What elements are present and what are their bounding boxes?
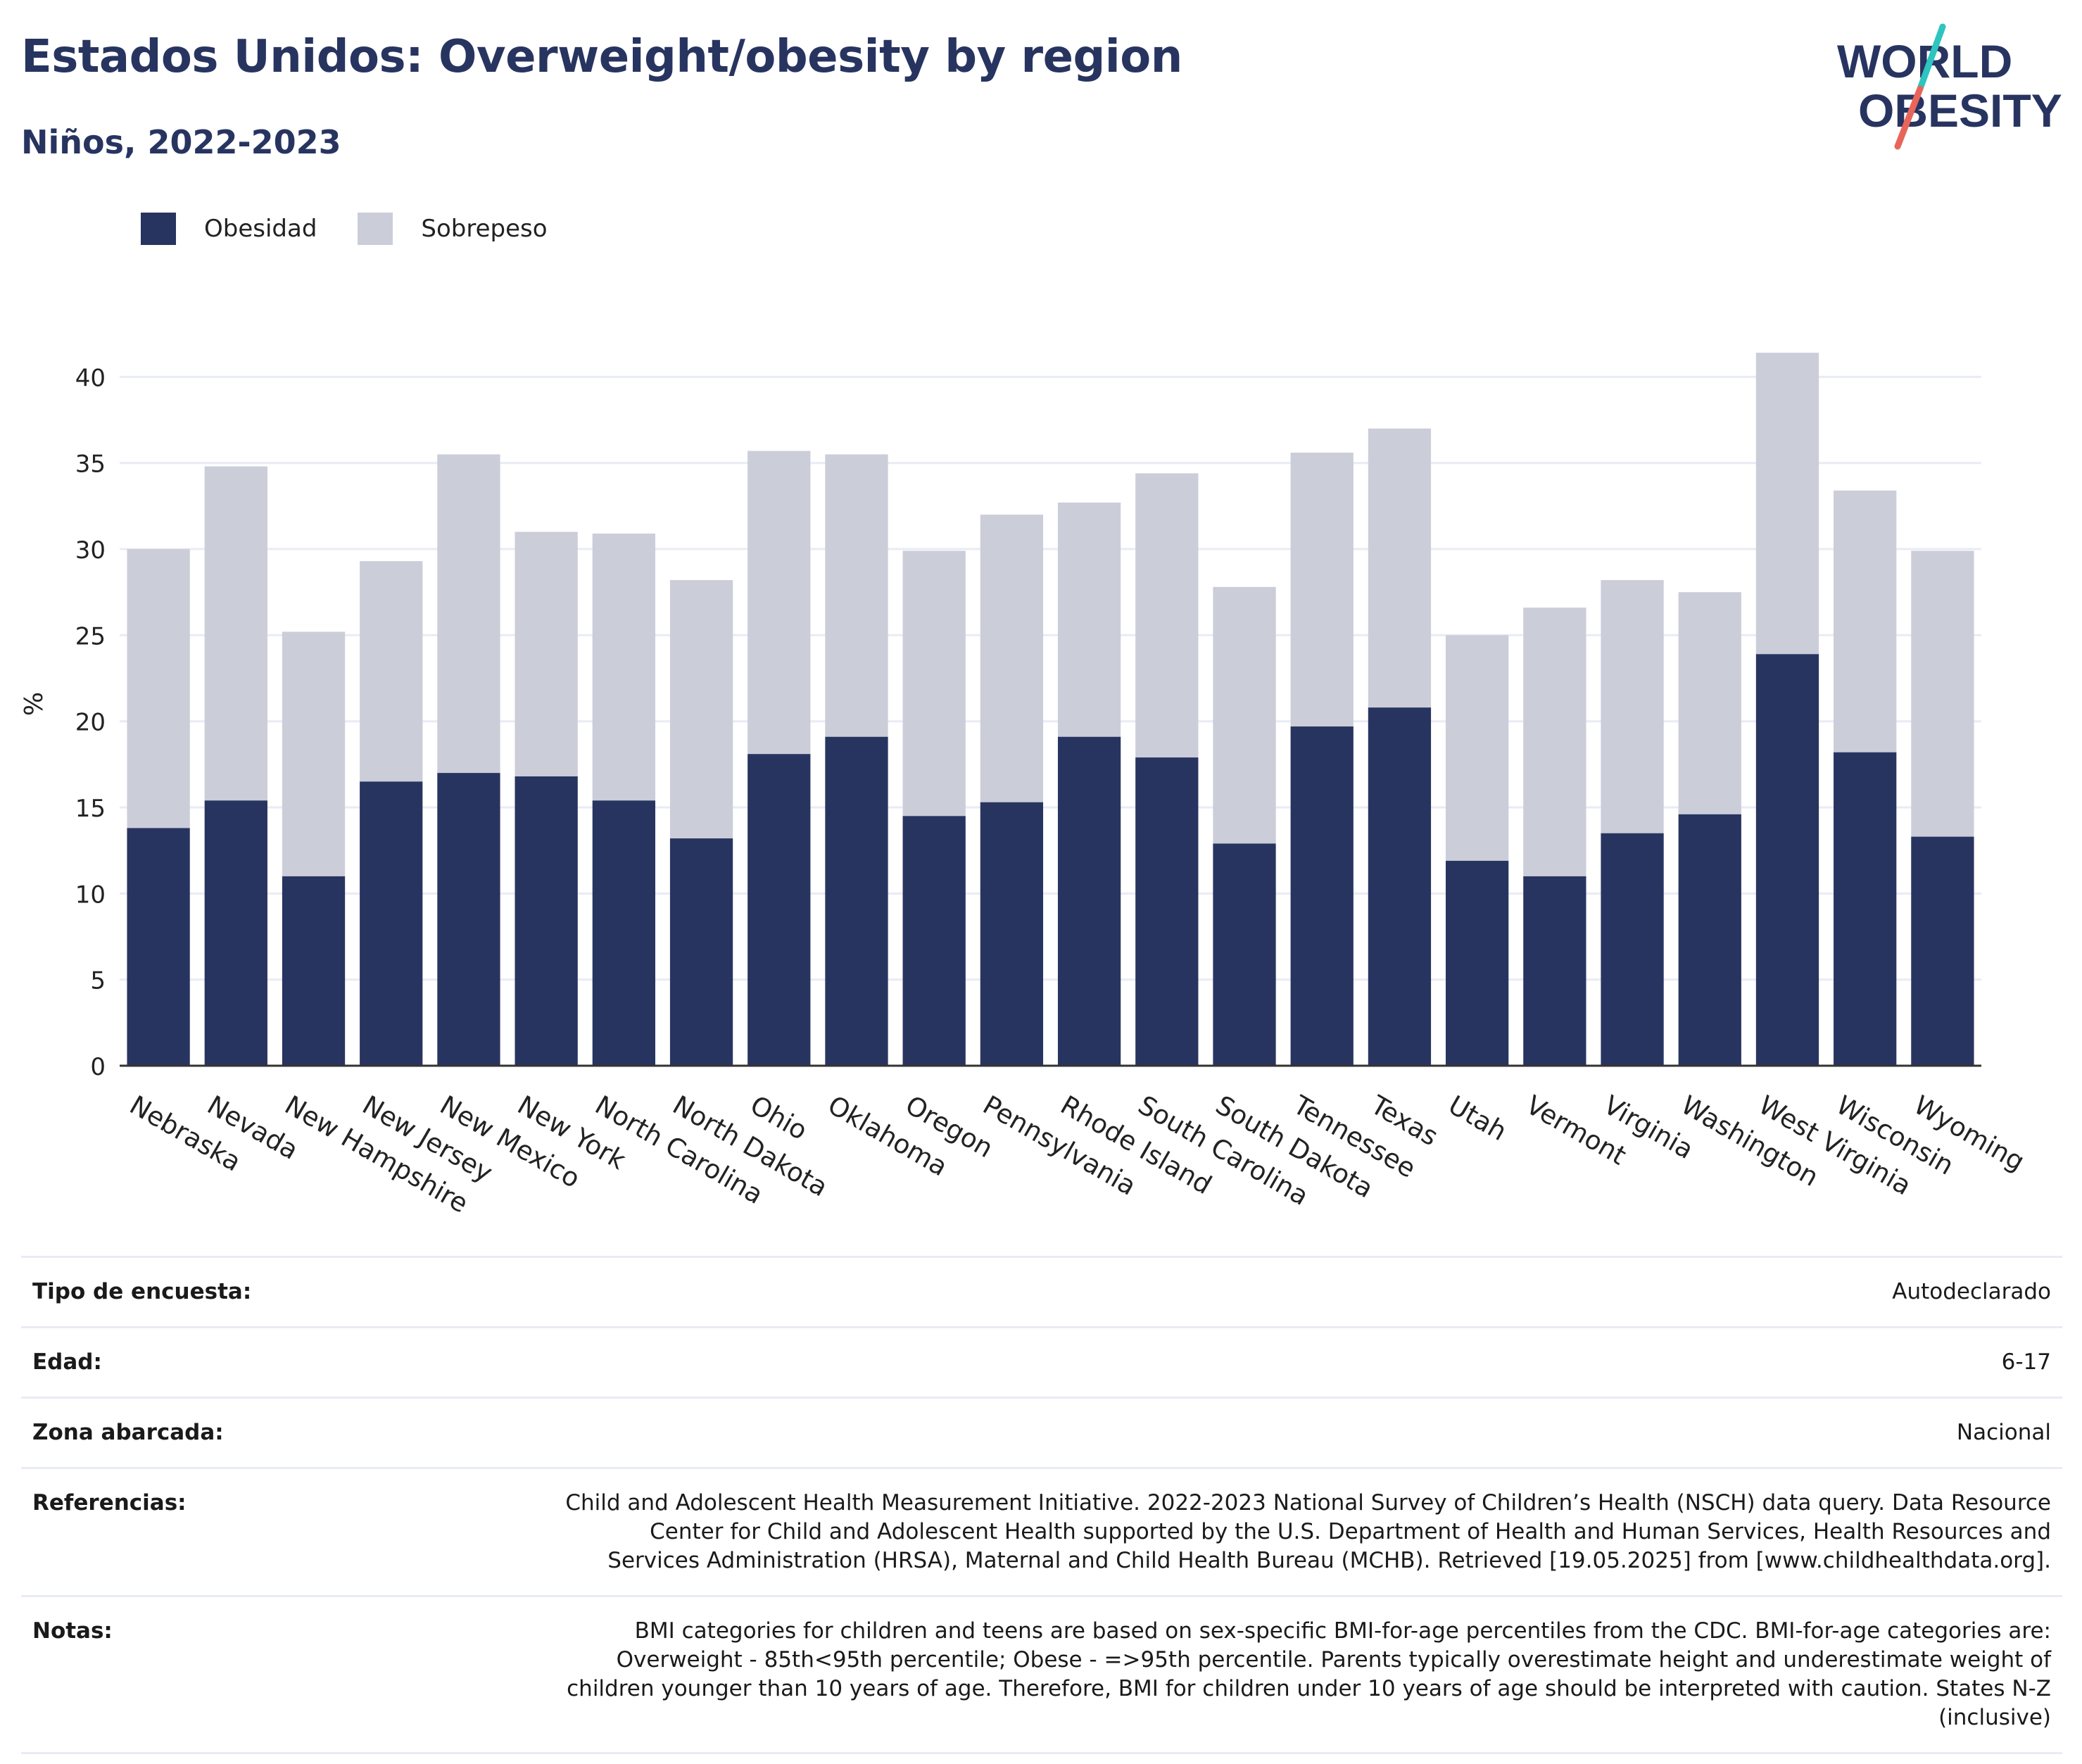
bar-overweight <box>1213 586 1276 844</box>
metadata-key: Referencias: <box>32 1490 187 1516</box>
bar-overweight <box>1523 607 1586 876</box>
x-tick-label: Utah <box>1444 1090 1512 1147</box>
y-tick-label: 30 <box>75 536 106 565</box>
bar-obesity <box>902 816 966 1066</box>
bar-overweight <box>1834 490 1897 752</box>
bar-obesity <box>1911 836 1974 1066</box>
bar-obesity <box>1290 726 1354 1066</box>
y-axis-label: % <box>20 692 49 716</box>
metadata-row: Referencias: Child and Adolescent Health … <box>21 1467 2062 1595</box>
bar-overweight <box>282 631 346 876</box>
logo-line-2: OBESITY <box>1858 84 2062 137</box>
bar-obesity <box>825 736 888 1066</box>
legend-item-obesity: Obesidad <box>141 213 317 245</box>
bar-obesity <box>1523 876 1586 1066</box>
bar-obesity <box>592 800 655 1066</box>
metadata-key: Tipo de encuesta: <box>32 1279 252 1304</box>
bar-overweight <box>669 580 733 839</box>
y-tick-label: 0 <box>90 1053 106 1081</box>
bar-obesity <box>1678 814 1741 1066</box>
bar-overweight <box>127 549 190 829</box>
bar-overweight <box>1446 635 1509 861</box>
bar-overweight <box>1678 592 1741 814</box>
metadata-row: Zona abarcada: Nacional <box>21 1397 2062 1467</box>
y-tick-label: 5 <box>90 967 106 995</box>
bar-overweight <box>1601 580 1664 833</box>
metadata-value: 6-17 <box>2001 1349 2051 1375</box>
bar-obesity <box>360 781 423 1066</box>
bar-obesity <box>127 828 190 1066</box>
y-tick-label: 25 <box>75 622 106 650</box>
metadata-value: Child and Adolescent Health Measurement … <box>565 1490 2051 1573</box>
bar-overweight <box>592 534 655 801</box>
chart-title: Estados Unidos: Overweight/obesity by re… <box>21 31 1182 83</box>
bar-obesity <box>1834 752 1897 1066</box>
bar-obesity <box>437 773 500 1066</box>
bar-overweight <box>204 466 267 801</box>
y-tick-label: 40 <box>75 364 106 392</box>
y-tick-label: 10 <box>75 881 106 909</box>
metadata-key: Notas: <box>32 1618 113 1644</box>
bar-obesity <box>1213 843 1276 1066</box>
legend-label-obesity: Obesidad <box>204 215 317 243</box>
bar-overweight <box>1755 353 1819 655</box>
bar-overweight <box>902 550 966 817</box>
chart-legend: Obesidad Sobrepeso <box>141 211 588 246</box>
bar-obesity <box>669 838 733 1066</box>
bar-obesity <box>1755 654 1819 1066</box>
bar-obesity <box>282 876 346 1066</box>
bar-overweight <box>1057 502 1121 737</box>
metadata-row: Edad: 6-17 <box>21 1326 2062 1397</box>
bar-overweight <box>360 561 423 782</box>
legend-swatch-overweight <box>358 213 393 245</box>
bar-obesity <box>1601 833 1664 1066</box>
y-axis-ticks: 0 5 10 15 20 25 30 35 40 <box>75 364 106 1081</box>
bar-overweight <box>1368 428 1432 708</box>
bar-obesity <box>747 754 811 1066</box>
metadata-value: BMI categories for children and teens ar… <box>567 1618 2051 1730</box>
bar-overweight <box>825 454 888 737</box>
metadata-row: Tipo de encuesta: Autodeclarado <box>21 1256 2062 1326</box>
metadata-key: Edad: <box>32 1349 102 1375</box>
bar-overweight <box>1135 473 1199 758</box>
bar-obesity <box>204 800 267 1066</box>
bar-overweight <box>980 515 1044 802</box>
bar-obesity <box>1135 757 1199 1066</box>
bar-overweight <box>747 451 811 755</box>
bar-overweight <box>437 454 500 774</box>
bar-overweight <box>515 531 578 776</box>
chart-subtitle: Niños, 2022-2023 <box>21 123 341 161</box>
bar-overweight <box>1290 453 1354 727</box>
bar-obesity <box>1446 860 1509 1066</box>
metadata-value: Autodeclarado <box>1892 1279 2051 1304</box>
metadata-table: Tipo de encuesta: Autodeclarado Edad: 6-17 Z… <box>21 1256 2062 1754</box>
bar-overweight <box>1911 550 1974 837</box>
bars <box>127 353 1974 1066</box>
metadata-row: Notas: BMI categories for children and te… <box>21 1595 2062 1754</box>
legend-swatch-obesity <box>141 213 176 245</box>
y-tick-label: 35 <box>75 451 106 479</box>
world-obesity-logo: WORLD OBESITY <box>1837 23 2062 150</box>
metadata-value: Nacional <box>1956 1420 2051 1445</box>
bar-obesity <box>1057 736 1121 1066</box>
bar-obesity <box>980 802 1044 1066</box>
y-tick-label: 20 <box>75 709 106 737</box>
bar-obesity <box>515 776 578 1066</box>
grid-lines <box>120 375 1981 981</box>
legend-item-overweight: Sobrepeso <box>358 213 548 245</box>
logo-slash-teal <box>1917 23 1946 92</box>
y-tick-label: 15 <box>75 795 106 823</box>
logo-slash-red <box>1894 85 1924 150</box>
metadata-key: Zona abarcada: <box>32 1420 224 1445</box>
legend-label-overweight: Sobrepeso <box>421 215 548 243</box>
bar-obesity <box>1368 707 1432 1066</box>
